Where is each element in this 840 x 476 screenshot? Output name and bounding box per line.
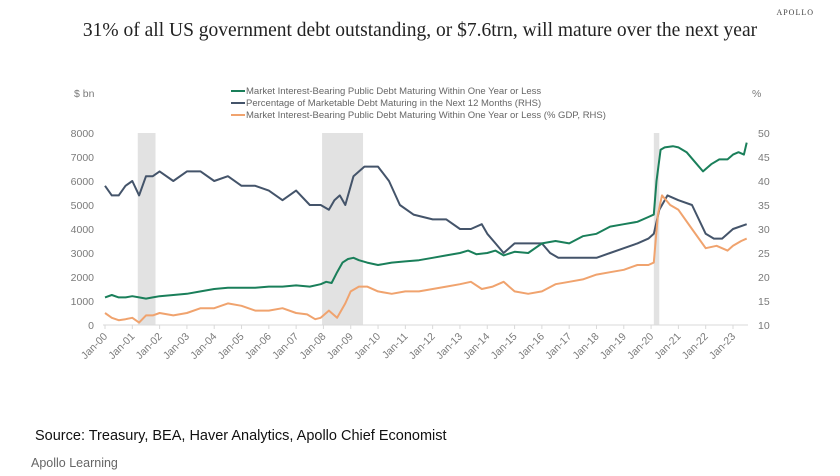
chart-area: 0 1000 2000 3000 4000 5000 6000 7000 8000 10 15 20 2… — [71, 86, 770, 362]
x-tick-label: Jan-11 — [380, 331, 411, 362]
left-y-tick-label: 3000 — [71, 248, 95, 260]
x-tick-label: Jan-01 — [106, 331, 137, 362]
x-tick-label: Jan-05 — [215, 331, 246, 362]
footer-label: Apollo Learning — [31, 456, 118, 470]
x-tick-label: Jan-16 — [516, 331, 547, 362]
right-y-tick-label: 25 — [758, 248, 770, 260]
x-tick-label: Jan-13 — [434, 331, 465, 362]
left-y-tick-label: 4000 — [71, 224, 95, 236]
x-tick-label: Jan-15 — [488, 331, 519, 362]
legend-label-2: Market Interest-Bearing Public Debt Matu… — [246, 110, 606, 121]
right-y-tick-label: 30 — [758, 224, 770, 236]
right-y-tick-label: 15 — [758, 296, 770, 308]
x-tick-label: Jan-19 — [598, 331, 629, 362]
x-tick-label: Jan-18 — [570, 331, 601, 362]
x-tick-label: Jan-21 — [652, 331, 683, 362]
x-tick-label: Jan-00 — [79, 331, 110, 362]
legend-group: Market Interest-Bearing Public Debt Matu… — [231, 86, 606, 121]
left-y-tick-label: 5000 — [71, 200, 95, 212]
right-y-tick-label: 10 — [758, 320, 770, 332]
axes-group: 0 1000 2000 3000 4000 5000 6000 7000 8000 10 15 20 2… — [71, 88, 770, 362]
x-tick-label: Jan-09 — [325, 331, 356, 362]
right-y-tick-label: 40 — [758, 176, 770, 188]
left-y-tick-label: 2000 — [71, 272, 95, 284]
left-y-tick-label: 7000 — [71, 152, 95, 164]
x-tick-label: Jan-02 — [134, 331, 165, 362]
right-axis-unit-label: % — [752, 88, 761, 100]
x-tick-label: Jan-10 — [352, 331, 383, 362]
right-y-tick-label: 35 — [758, 200, 770, 212]
left-y-tick-label: 0 — [88, 320, 94, 332]
x-tick-label: Jan-14 — [461, 331, 492, 362]
source-note: Source: Treasury, BEA, Haver Analytics, … — [35, 428, 447, 444]
series-line-1 — [104, 165, 748, 259]
x-tick-label: Jan-12 — [407, 331, 438, 362]
chart-title: 31% of all US government debt outstandin… — [82, 20, 758, 41]
legend-label-1: Percentage of Marketable Debt Maturing i… — [246, 98, 541, 109]
x-tick-label: Jan-04 — [188, 331, 219, 362]
legend-label-0: Market Interest-Bearing Public Debt Matu… — [246, 86, 541, 97]
series-line-2 — [104, 194, 748, 324]
recession-shading-group — [137, 133, 660, 325]
x-tick-label: Jan-23 — [707, 331, 738, 362]
left-y-tick-label: 6000 — [71, 176, 95, 188]
apollo-brand-logo: APOLLO — [776, 8, 814, 17]
left-y-tick-label: 8000 — [71, 128, 95, 140]
recession-bar-0 — [137, 133, 156, 325]
x-tick-label: Jan-22 — [680, 331, 711, 362]
left-y-tick-label: 1000 — [71, 296, 95, 308]
x-tick-label: Jan-07 — [270, 331, 301, 362]
recession-bar-1 — [322, 133, 364, 325]
x-tick-label: Jan-08 — [297, 331, 328, 362]
x-tick-label: Jan-03 — [161, 331, 192, 362]
x-tick-label: Jan-20 — [625, 331, 656, 362]
right-y-tick-label: 50 — [758, 128, 770, 140]
series-line-0 — [104, 142, 748, 300]
x-tick-label: Jan-17 — [543, 331, 574, 362]
series-group — [104, 142, 748, 324]
right-y-tick-label: 45 — [758, 152, 770, 164]
right-y-tick-label: 20 — [758, 272, 770, 284]
left-axis-unit-label: $ bn — [74, 88, 95, 100]
x-tick-label: Jan-06 — [243, 331, 274, 362]
